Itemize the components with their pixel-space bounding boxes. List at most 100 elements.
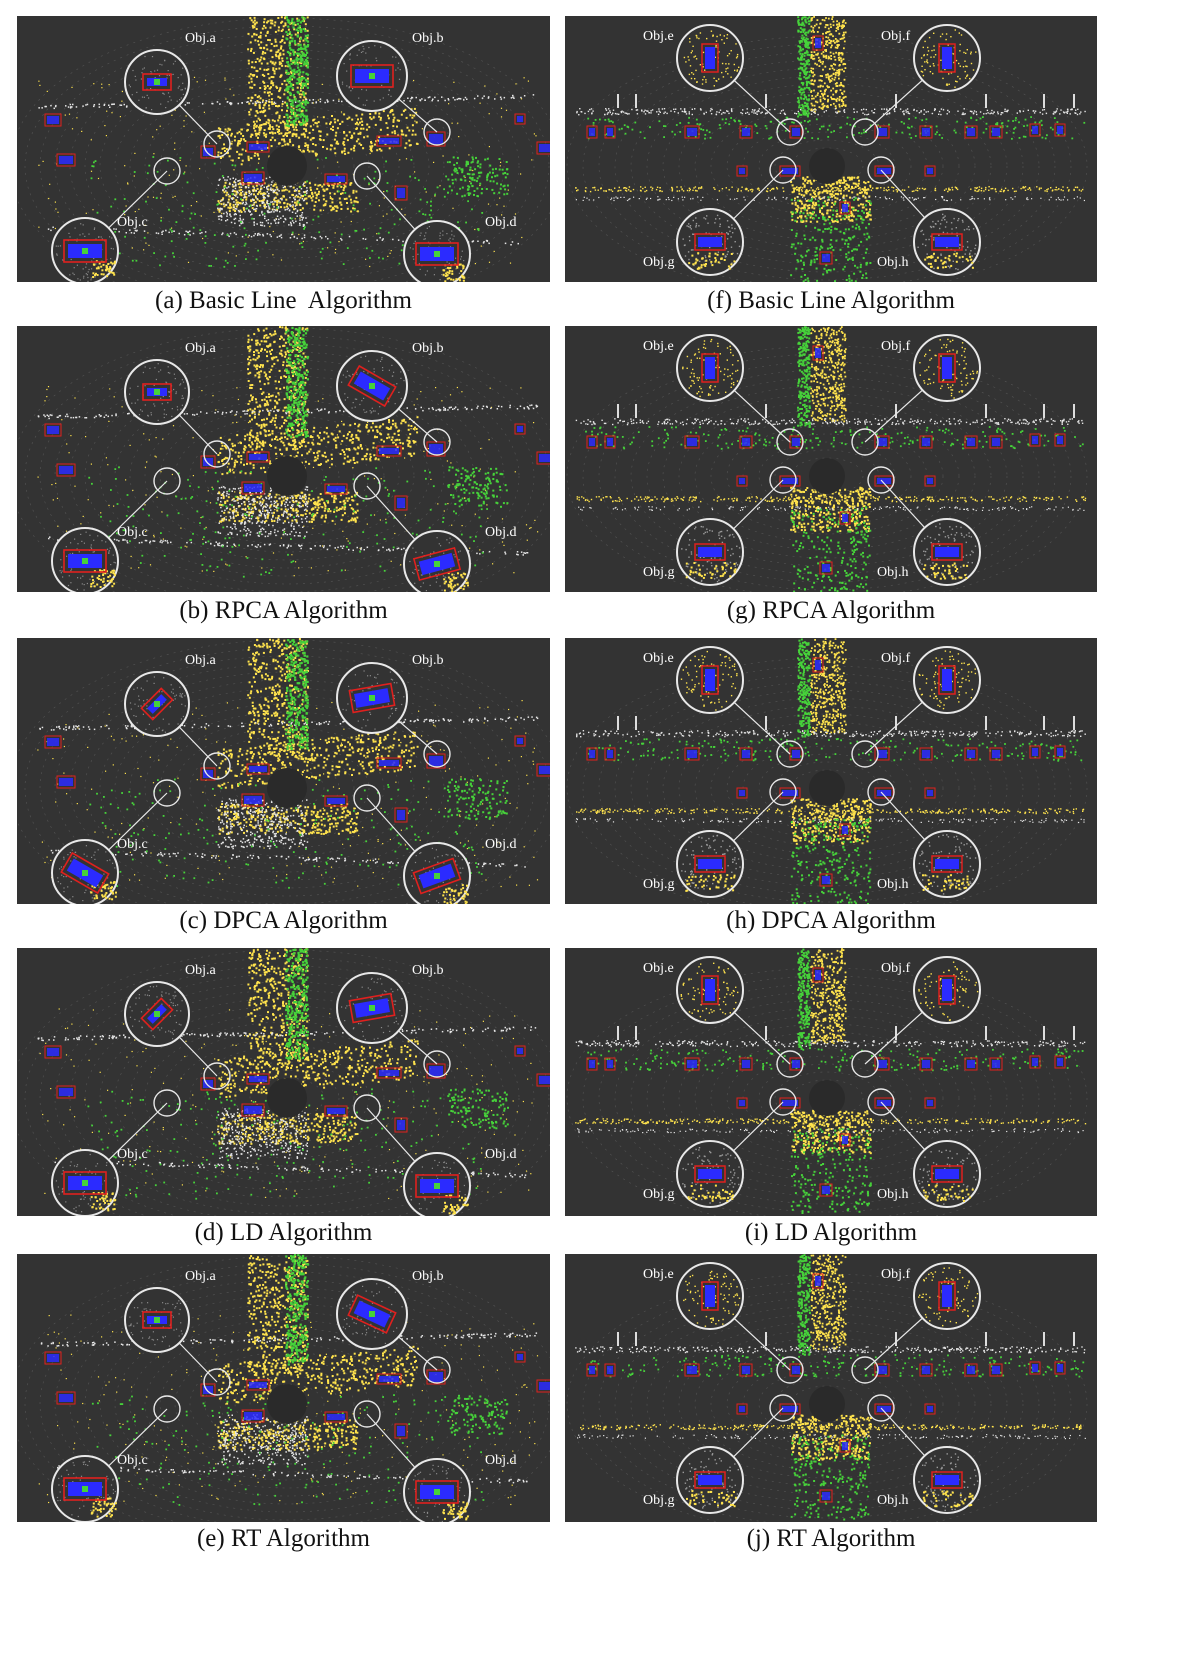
lidar-scene: Obj.a Obj.b Obj.c Obj.d — [17, 638, 550, 904]
object-label: Obj.g — [643, 255, 675, 270]
object-label: Obj.d — [485, 1453, 517, 1468]
object-label: Obj.e — [643, 29, 674, 44]
object-label: Obj.f — [881, 651, 911, 666]
magnifier-inset: Obj.f — [851, 1262, 981, 1384]
object-label: Obj.a — [185, 1269, 217, 1284]
magnifier-inset: Obj.b — [336, 963, 451, 1078]
point-cloud — [17, 326, 550, 592]
panel-caption: (j) RT Algorithm — [565, 1524, 1097, 1554]
magnifier-inset: Obj.g — [643, 778, 797, 898]
object-label: Obj.g — [643, 877, 675, 892]
object-label: Obj.h — [877, 565, 909, 580]
object-label: Obj.b — [412, 31, 444, 46]
lidar-scene: Obj.a Obj.b Obj.c Obj.d — [17, 16, 550, 282]
magnifier-inset: Obj.d — [353, 1094, 517, 1216]
magnifier-inset: Obj.c — [51, 157, 181, 282]
magnifier-inset: Obj.c — [51, 467, 181, 592]
small-bounding-boxes — [44, 1351, 550, 1439]
object-label: Obj.h — [877, 1493, 909, 1508]
object-label: Obj.a — [185, 341, 217, 356]
lidar-panel: Obj.a Obj.b Obj.c Obj.d — [17, 326, 550, 592]
lidar-panel: Obj.a Obj.b Obj.c Obj.d — [17, 16, 550, 282]
point-cloud — [566, 638, 1088, 904]
magnifier-inset: Obj.c — [51, 779, 181, 904]
point-cloud — [566, 1254, 1088, 1522]
point-cloud — [17, 1254, 550, 1522]
magnifier-inset: Obj.c — [51, 1089, 181, 1216]
object-label: Obj.d — [485, 525, 517, 540]
object-label: Obj.e — [643, 339, 674, 354]
object-label: Obj.h — [877, 255, 909, 270]
panel-caption: (c) DPCA Algorithm — [17, 906, 550, 936]
magnifier-inset: Obj.g — [643, 1394, 797, 1514]
object-label: Obj.f — [881, 339, 911, 354]
small-bounding-boxes — [586, 345, 1066, 575]
magnifier-inset: Obj.e — [643, 334, 804, 456]
small-bounding-boxes — [586, 1273, 1066, 1503]
panel-caption: (i) LD Algorithm — [565, 1218, 1097, 1248]
magnifier-inset: Obj.h — [867, 156, 981, 276]
point-cloud — [566, 948, 1088, 1216]
small-bounding-boxes — [586, 35, 1066, 265]
point-cloud — [566, 326, 1088, 592]
lidar-scene: Obj.e Obj.f Obj.g Obj.h — [566, 16, 1088, 282]
object-label: Obj.c — [117, 1147, 148, 1162]
magnifier-inset: Obj.e — [643, 1262, 804, 1384]
small-bounding-boxes — [44, 113, 550, 201]
panel-caption: (e) RT Algorithm — [17, 1524, 550, 1554]
magnifier-inset: Obj.d — [353, 1400, 517, 1522]
lidar-panel: Obj.a Obj.b Obj.c Obj.d — [17, 948, 550, 1216]
magnifier-inset: Obj.f — [851, 24, 981, 146]
magnifier-inset: Obj.d — [353, 162, 517, 282]
object-label: Obj.b — [412, 1269, 444, 1284]
object-label: Obj.d — [485, 1147, 517, 1162]
magnifier-inset: Obj.b — [336, 341, 451, 456]
magnifier-inset: Obj.h — [867, 1088, 981, 1208]
magnifier-inset: Obj.e — [643, 24, 804, 146]
magnifier-inset: Obj.d — [353, 784, 517, 904]
object-label: Obj.g — [643, 1493, 675, 1508]
magnifier-inset: Obj.g — [643, 1088, 797, 1208]
object-label: Obj.c — [117, 837, 148, 852]
magnifier-inset: Obj.f — [851, 646, 981, 768]
magnifier-inset: Obj.c — [51, 1395, 181, 1522]
object-label: Obj.c — [117, 525, 148, 540]
object-label: Obj.e — [643, 651, 674, 666]
point-cloud — [566, 16, 1088, 282]
panel-caption: (h) DPCA Algorithm — [565, 906, 1097, 936]
lidar-panel: Obj.e Obj.f Obj.g Obj.h — [565, 326, 1097, 592]
magnifier-inset: Obj.b — [336, 31, 451, 146]
panel-caption: (g) RPCA Algorithm — [565, 596, 1097, 626]
magnifier-inset: Obj.a — [124, 1269, 231, 1396]
panel-caption: (d) LD Algorithm — [17, 1218, 550, 1248]
small-bounding-boxes — [44, 1045, 550, 1133]
magnifier-inset: Obj.b — [336, 653, 451, 768]
object-label: Obj.f — [881, 29, 911, 44]
object-label: Obj.h — [877, 1187, 909, 1202]
magnifier-inset: Obj.e — [643, 956, 804, 1078]
point-cloud — [17, 638, 550, 904]
object-label: Obj.b — [412, 963, 444, 978]
magnifier-inset: Obj.a — [124, 653, 231, 780]
object-label: Obj.e — [643, 1267, 674, 1282]
point-cloud — [17, 948, 550, 1216]
small-bounding-boxes — [44, 423, 550, 511]
object-label: Obj.g — [643, 565, 675, 580]
object-label: Obj.g — [643, 1187, 675, 1202]
magnifier-inset: Obj.a — [124, 341, 231, 468]
magnifier-inset: Obj.h — [867, 1394, 981, 1514]
magnifier-inset: Obj.h — [867, 466, 981, 586]
magnifier-inset: Obj.b — [336, 1269, 451, 1384]
lidar-panel: Obj.e Obj.f Obj.g Obj.h — [565, 1254, 1097, 1522]
magnifier-inset: Obj.f — [851, 334, 981, 456]
panel-caption: (f) Basic Line Algorithm — [565, 286, 1097, 316]
magnifier-inset: Obj.a — [124, 963, 231, 1090]
lidar-scene: Obj.e Obj.f Obj.g Obj.h — [566, 638, 1088, 904]
object-label: Obj.c — [117, 215, 148, 230]
lidar-panel: Obj.e Obj.f Obj.g Obj.h — [565, 16, 1097, 282]
object-label: Obj.b — [412, 653, 444, 668]
magnifier-inset: Obj.f — [851, 956, 981, 1078]
object-label: Obj.f — [881, 1267, 911, 1282]
magnifier-inset: Obj.e — [643, 646, 804, 768]
object-label: Obj.h — [877, 877, 909, 892]
